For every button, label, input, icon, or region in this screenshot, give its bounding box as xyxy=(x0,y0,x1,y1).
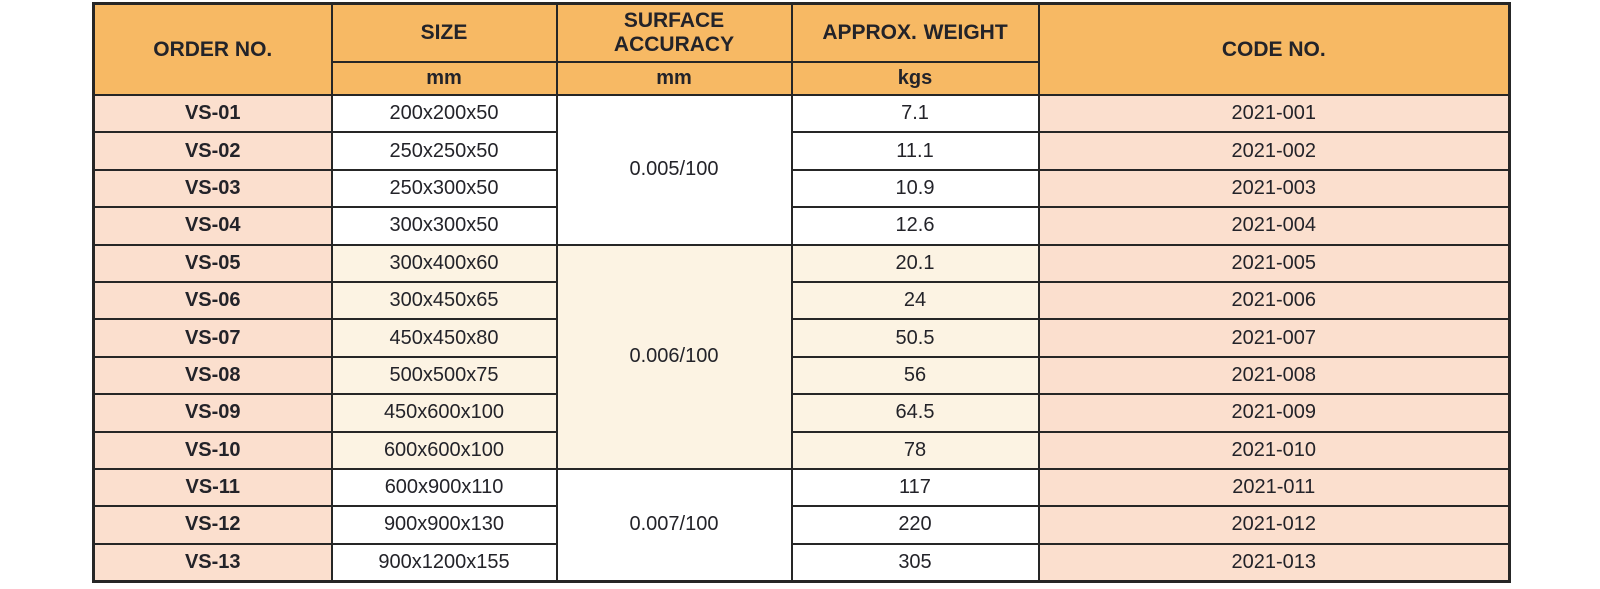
order-cell: VS-11 xyxy=(92,467,333,508)
header-row-labels: ORDER NO. SIZE SURFACE ACCURACY APPROX. … xyxy=(92,2,1511,96)
weight-cell: 220 xyxy=(790,505,1040,545)
table-row: VS-03 250x300x50 10.9 2021-003 xyxy=(92,168,1511,209)
weight-cell: 10.9 xyxy=(790,168,1040,209)
accuracy-cell: 0.005/100 xyxy=(555,94,793,246)
table-row: VS-05 300x400x60 0.006/100 20.1 2021-005 xyxy=(92,243,1511,470)
order-cell: VS-08 xyxy=(92,355,333,396)
header-surface-accuracy: SURFACE ACCURACY xyxy=(555,2,793,63)
code-cell: 2021-005 xyxy=(1037,243,1511,283)
code-cell: 2021-011 xyxy=(1037,467,1511,508)
size-cell: 450x450x80 xyxy=(330,318,558,358)
order-cell: VS-06 xyxy=(92,280,333,321)
table-row: VS-12 900x900x130 220 2021-012 xyxy=(92,505,1511,545)
weight-cell: 20.1 xyxy=(790,243,1040,283)
accuracy-cell: 0.007/100 xyxy=(555,467,793,583)
weight-cell: 56 xyxy=(790,355,1040,396)
size-cell: 300x300x50 xyxy=(330,206,558,246)
header-accuracy-unit: mm xyxy=(555,61,793,96)
size-cell: 250x300x50 xyxy=(330,168,558,209)
weight-cell: 64.5 xyxy=(790,393,1040,433)
spec-table-head: ORDER NO. SIZE SURFACE ACCURACY APPROX. … xyxy=(92,2,1511,96)
weight-cell: 12.6 xyxy=(790,206,1040,246)
order-cell: VS-03 xyxy=(92,168,333,209)
code-cell: 2021-006 xyxy=(1037,280,1511,321)
table-row: VS-06 300x450x65 24 2021-006 xyxy=(92,280,1511,321)
header-approx-weight: APPROX. WEIGHT xyxy=(790,2,1040,63)
weight-cell: 7.1 xyxy=(790,93,1040,134)
weight-cell: 50.5 xyxy=(790,318,1040,358)
size-cell: 900x1200x155 xyxy=(330,542,558,583)
size-cell: 600x900x110 xyxy=(330,467,558,508)
table-row: VS-10 600x600x100 78 2021-010 xyxy=(92,430,1511,470)
weight-cell: 11.1 xyxy=(790,131,1040,171)
code-cell: 2021-002 xyxy=(1037,131,1511,171)
order-cell: VS-02 xyxy=(92,131,333,171)
size-cell: 450x600x100 xyxy=(330,393,558,433)
table-row: VS-08 500x500x75 56 2021-008 xyxy=(92,355,1511,396)
size-cell: 200x200x50 xyxy=(330,93,558,134)
size-cell: 900x900x130 xyxy=(330,505,558,545)
header-weight-unit: kgs xyxy=(790,61,1040,96)
header-order-no: ORDER NO. xyxy=(92,2,333,96)
code-cell: 2021-004 xyxy=(1037,206,1511,246)
weight-cell: 117 xyxy=(790,467,1040,508)
order-cell: VS-04 xyxy=(92,206,333,246)
order-cell: VS-07 xyxy=(92,318,333,358)
accuracy-cell: 0.006/100 xyxy=(555,243,793,470)
size-cell: 300x450x65 xyxy=(330,280,558,321)
table-row: VS-13 900x1200x155 305 2021-013 xyxy=(92,542,1511,583)
code-cell: 2021-007 xyxy=(1037,318,1511,358)
table-row: VS-11 600x900x110 0.007/100 117 2021-011 xyxy=(92,467,1511,583)
table-row: VS-07 450x450x80 50.5 2021-007 xyxy=(92,318,1511,358)
order-cell: VS-13 xyxy=(92,542,333,583)
table-row: VS-01 200x200x50 0.005/100 7.1 2021-001 xyxy=(92,93,1511,246)
weight-cell: 78 xyxy=(790,430,1040,470)
header-size: SIZE xyxy=(330,2,558,63)
order-cell: VS-01 xyxy=(92,93,333,134)
spec-table-body: VS-01 200x200x50 0.005/100 7.1 2021-001 VS-02… xyxy=(92,93,1511,583)
header-code-no: CODE NO. xyxy=(1037,2,1511,96)
size-cell: 250x250x50 xyxy=(330,131,558,171)
size-cell: 600x600x100 xyxy=(330,430,558,470)
header-row-units: mm mm kgs xyxy=(94,61,1510,96)
spec-table: ORDER NO. SIZE SURFACE ACCURACY APPROX. … xyxy=(92,2,1511,583)
code-cell: 2021-008 xyxy=(1037,355,1511,396)
order-cell: VS-10 xyxy=(92,430,333,470)
header-size-unit: mm xyxy=(330,61,558,96)
table-row: VS-02 250x250x50 11.1 2021-002 xyxy=(92,131,1511,171)
code-cell: 2021-009 xyxy=(1037,393,1511,433)
code-cell: 2021-001 xyxy=(1037,93,1511,134)
size-cell: 500x500x75 xyxy=(330,355,558,396)
order-cell: VS-12 xyxy=(92,505,333,545)
weight-cell: 305 xyxy=(790,542,1040,583)
code-cell: 2021-003 xyxy=(1037,168,1511,209)
table-row: VS-04 300x300x50 12.6 2021-004 xyxy=(92,206,1511,246)
size-cell: 300x400x60 xyxy=(330,243,558,283)
code-cell: 2021-013 xyxy=(1037,542,1511,583)
code-cell: 2021-012 xyxy=(1037,505,1511,545)
order-cell: VS-09 xyxy=(92,393,333,433)
order-cell: VS-05 xyxy=(92,243,333,283)
table-row: VS-09 450x600x100 64.5 2021-009 xyxy=(92,393,1511,433)
weight-cell: 24 xyxy=(790,280,1040,321)
code-cell: 2021-010 xyxy=(1037,430,1511,470)
